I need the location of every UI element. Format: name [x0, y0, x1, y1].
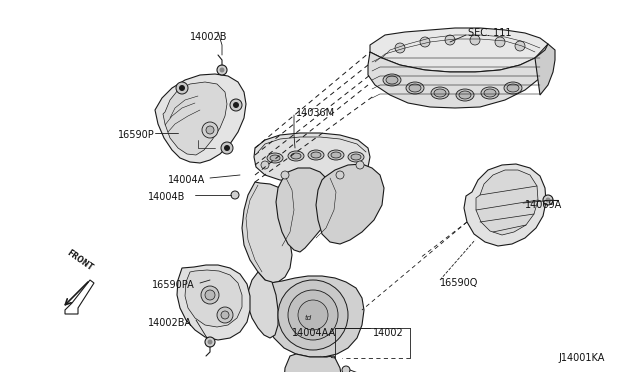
Text: 14002BA: 14002BA — [148, 318, 192, 328]
Text: 14004A: 14004A — [168, 175, 205, 185]
Ellipse shape — [311, 152, 321, 158]
Polygon shape — [163, 82, 227, 155]
Ellipse shape — [481, 87, 499, 99]
Polygon shape — [284, 354, 342, 372]
Ellipse shape — [409, 84, 421, 92]
Text: 14004AA: 14004AA — [292, 328, 336, 338]
Circle shape — [206, 126, 214, 134]
Ellipse shape — [386, 76, 398, 84]
Circle shape — [281, 171, 289, 179]
Polygon shape — [248, 272, 278, 338]
Circle shape — [217, 307, 233, 323]
Polygon shape — [276, 168, 332, 252]
Ellipse shape — [288, 151, 304, 161]
Polygon shape — [476, 170, 538, 235]
Ellipse shape — [459, 91, 471, 99]
Text: 16590Q: 16590Q — [440, 278, 478, 288]
Ellipse shape — [507, 84, 519, 92]
Circle shape — [205, 337, 215, 347]
Circle shape — [545, 198, 550, 202]
Circle shape — [470, 35, 480, 45]
Ellipse shape — [456, 89, 474, 101]
Text: td: td — [305, 315, 312, 321]
Polygon shape — [464, 164, 546, 246]
Polygon shape — [185, 270, 242, 327]
Circle shape — [202, 122, 218, 138]
Circle shape — [220, 67, 225, 73]
Ellipse shape — [348, 152, 364, 162]
Circle shape — [495, 37, 505, 47]
Circle shape — [221, 311, 229, 319]
Polygon shape — [254, 133, 370, 182]
Polygon shape — [370, 28, 548, 72]
Ellipse shape — [431, 87, 449, 99]
Circle shape — [201, 286, 219, 304]
Circle shape — [278, 280, 348, 350]
Text: 16590P: 16590P — [118, 130, 155, 140]
Ellipse shape — [351, 154, 361, 160]
Circle shape — [288, 290, 338, 340]
Text: 14002: 14002 — [373, 328, 404, 338]
Ellipse shape — [270, 155, 280, 161]
Text: SEC. 111: SEC. 111 — [468, 28, 511, 38]
Circle shape — [395, 43, 405, 53]
Ellipse shape — [308, 150, 324, 160]
Ellipse shape — [504, 82, 522, 94]
Text: 16590PA: 16590PA — [152, 280, 195, 290]
Circle shape — [356, 161, 364, 169]
Polygon shape — [316, 164, 384, 244]
Circle shape — [342, 366, 350, 372]
Polygon shape — [65, 280, 94, 314]
Ellipse shape — [328, 150, 344, 160]
Text: 14004B: 14004B — [148, 192, 186, 202]
Text: FRONT: FRONT — [65, 249, 95, 273]
Polygon shape — [264, 276, 364, 357]
Circle shape — [205, 290, 215, 300]
Text: 14036M: 14036M — [296, 108, 335, 118]
Circle shape — [336, 171, 344, 179]
Circle shape — [261, 161, 269, 169]
Ellipse shape — [383, 74, 401, 86]
Ellipse shape — [434, 89, 446, 97]
Ellipse shape — [291, 153, 301, 159]
Circle shape — [217, 65, 227, 75]
Text: J14001KA: J14001KA — [558, 353, 604, 363]
Polygon shape — [535, 44, 555, 95]
Polygon shape — [177, 265, 250, 340]
Circle shape — [233, 102, 239, 108]
Ellipse shape — [331, 152, 341, 158]
Circle shape — [231, 191, 239, 199]
Polygon shape — [242, 182, 292, 283]
Circle shape — [543, 195, 553, 205]
Circle shape — [221, 142, 233, 154]
Text: 14002B: 14002B — [190, 32, 227, 42]
Ellipse shape — [267, 153, 283, 163]
Ellipse shape — [484, 89, 496, 97]
Polygon shape — [155, 74, 246, 163]
Circle shape — [445, 35, 455, 45]
Circle shape — [298, 300, 328, 330]
Ellipse shape — [406, 82, 424, 94]
Circle shape — [176, 82, 188, 94]
Circle shape — [207, 340, 212, 344]
Text: 14069A: 14069A — [525, 200, 563, 210]
Circle shape — [179, 85, 185, 91]
Circle shape — [224, 145, 230, 151]
Circle shape — [420, 37, 430, 47]
Circle shape — [515, 41, 525, 51]
Circle shape — [230, 99, 242, 111]
Polygon shape — [368, 44, 550, 108]
